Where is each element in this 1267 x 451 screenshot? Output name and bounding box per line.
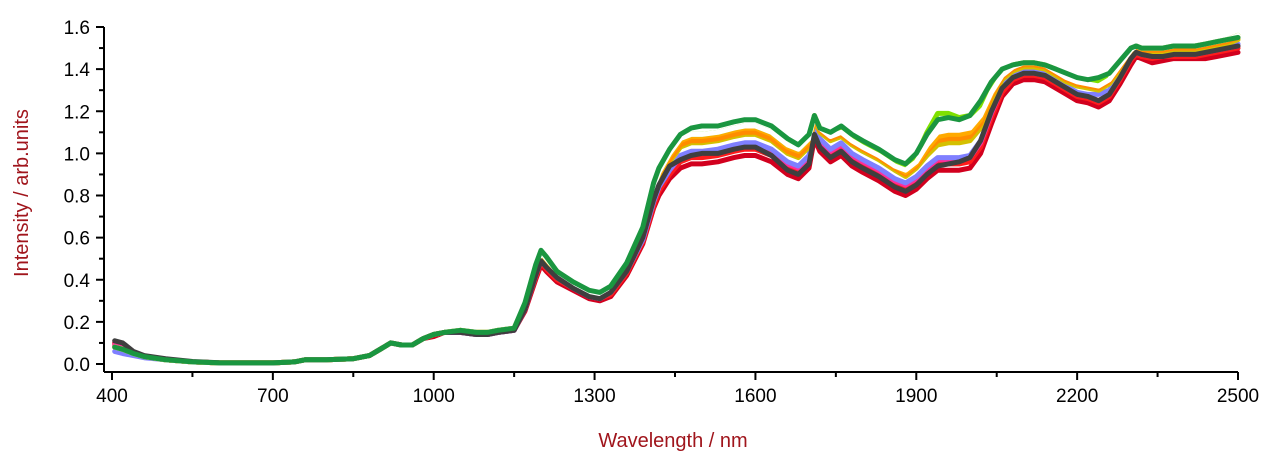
x-tick-label: 1600 bbox=[734, 386, 776, 407]
x-tick-label: 1900 bbox=[895, 386, 937, 407]
y-tick-label: 0.8 bbox=[64, 187, 90, 208]
axes-layer: 400 700 1000 1300 1600 1900 2200 2500 0.0 0.2 0.4 0… bbox=[64, 18, 1260, 407]
x-tick-label: 2200 bbox=[1056, 386, 1098, 407]
x-tick-label: 700 bbox=[257, 386, 289, 407]
y-tick-label: 0.2 bbox=[64, 313, 90, 334]
x-tick-label: 1000 bbox=[413, 386, 455, 407]
y-tick-label: 0.6 bbox=[64, 229, 90, 250]
x-tick-label: 1300 bbox=[573, 386, 615, 407]
y-tick-label: 1.4 bbox=[64, 60, 91, 81]
y-tick-label: 1.6 bbox=[64, 18, 90, 39]
x-tick-label: 400 bbox=[96, 386, 128, 407]
x-axis-title: Wavelength / nm bbox=[598, 430, 747, 451]
x-tick-label: 2500 bbox=[1217, 386, 1259, 407]
y-tick-label: 1.2 bbox=[64, 102, 90, 123]
series-layer bbox=[112, 32, 1241, 366]
y-axis-title: Intensity / arb.units bbox=[11, 109, 33, 277]
series-line-11 bbox=[112, 35, 1241, 366]
y-tick-label: 1.0 bbox=[64, 144, 90, 165]
y-tick-label: 0.4 bbox=[64, 271, 91, 292]
series-line-1 bbox=[112, 49, 1241, 366]
y-tick-label: 0.0 bbox=[64, 355, 90, 376]
